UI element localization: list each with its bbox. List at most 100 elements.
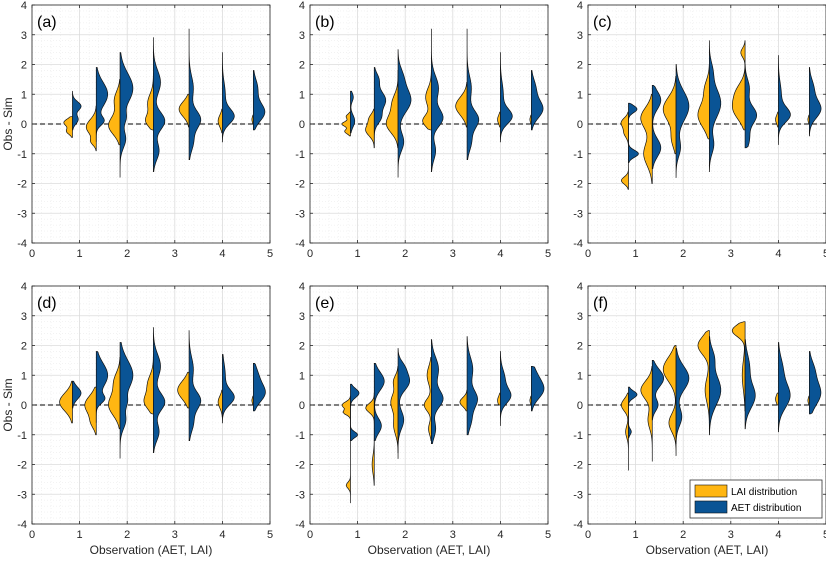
y-tick-label: 4: [21, 281, 27, 293]
violin-aet-6: [530, 70, 544, 131]
violin-lai-5: [497, 392, 501, 406]
violin-lai-5: [217, 389, 223, 418]
x-tick-label: 4: [219, 529, 225, 541]
y-tick-label: -3: [295, 208, 305, 220]
y-tick-label: -3: [17, 208, 27, 220]
y-tick-label: -1: [295, 149, 305, 161]
panel-d: 0 1 2 3 4 5 -4 -3 -2 -1 0 1 2 3 4 (d) Obs - Sim Observati…: [1, 281, 273, 557]
violin-lai-5: [775, 111, 779, 128]
x-tick-label: 4: [497, 529, 503, 541]
x-tick-label: 5: [267, 248, 273, 260]
violin-lai-5: [775, 392, 779, 406]
violin-lai-0: [63, 116, 73, 138]
violin-aet-4: [466, 336, 478, 436]
violin-aet-6: [530, 365, 545, 412]
x-tick-label: 2: [680, 529, 686, 541]
x-tick-label: 3: [172, 529, 178, 541]
violin-lai-4: [177, 371, 190, 409]
violin-lai-2: [662, 76, 677, 155]
x-tick-label: 5: [823, 248, 826, 260]
x-axis-label: Observation (AET, LAI): [646, 543, 769, 557]
y-tick-label: 3: [299, 30, 305, 42]
violin-aet-6: [808, 67, 822, 137]
violin-aet-5: [222, 52, 235, 143]
y-tick-label: -1: [17, 149, 27, 161]
x-tick-label: 2: [680, 248, 686, 260]
y-tick-label: 1: [577, 370, 583, 382]
y-tick-label: 4: [577, 0, 583, 12]
violin-lai-3: [423, 357, 432, 442]
y-tick-label: 2: [21, 60, 27, 72]
violin-lai-4: [178, 93, 190, 128]
violin-aet-2: [119, 342, 134, 459]
x-tick-label: 2: [124, 248, 130, 260]
violin-aet-4: [744, 339, 756, 430]
x-tick-label: 1: [633, 529, 639, 541]
violin-lai-5: [217, 108, 223, 134]
violin-aet-3: [709, 40, 722, 172]
panel-b: 0 1 2 3 4 5 -4 -3 -2 -1 0 1 2 3 4 (b): [295, 0, 551, 260]
violin-lai-0: [59, 380, 73, 424]
y-tick-label: 3: [21, 311, 27, 323]
violin-aet-2: [119, 52, 134, 178]
violin-aet-5: [500, 52, 513, 143]
y-tick-label: -4: [17, 238, 27, 250]
y-tick-label: -3: [573, 208, 583, 220]
violin-aet-1: [95, 351, 109, 423]
y-tick-label: 1: [577, 89, 583, 101]
x-tick-label: 3: [450, 248, 456, 260]
panel-label: (e): [315, 295, 335, 312]
violin-aet-4: [188, 330, 202, 442]
violin-aet-1: [95, 67, 109, 142]
violin-lai-2: [390, 365, 399, 459]
y-axis-label: Obs - Sim: [1, 97, 15, 150]
y-tick-label: 2: [299, 341, 305, 353]
x-tick-label: 0: [585, 248, 591, 260]
violin-lai-1: [640, 365, 653, 462]
x-tick-label: 0: [307, 248, 313, 260]
legend: LAI distribution AET distribution: [689, 479, 823, 519]
y-tick-label: 1: [21, 370, 27, 382]
violin-lai-6: [529, 114, 532, 125]
violin-lai-6: [529, 395, 532, 406]
violin-aet-2: [675, 348, 690, 445]
y-tick-label: -2: [573, 460, 583, 472]
y-tick-label: -1: [573, 149, 583, 161]
y-tick-label: -4: [573, 519, 583, 531]
y-tick-label: 0: [299, 400, 305, 412]
violin-aet-0: [628, 102, 639, 164]
panel-e: 0 1 2 3 4 5 -4 -3 -2 -1 0 1 2 3 4 (e) Observation (AET, …: [295, 281, 551, 557]
y-tick-label: -2: [295, 179, 305, 191]
y-tick-label: -2: [295, 460, 305, 472]
violin-aet-0: [72, 90, 82, 131]
x-tick-label: 2: [402, 248, 408, 260]
y-tick-label: -3: [17, 489, 27, 501]
x-tick-label: 3: [172, 248, 178, 260]
y-tick-label: -2: [17, 460, 27, 472]
violin-lai-4: [731, 321, 746, 412]
y-tick-label: -2: [17, 179, 27, 191]
y-axis-label: Obs - Sim: [1, 378, 15, 431]
x-tick-label: 3: [728, 248, 734, 260]
y-tick-label: 2: [21, 341, 27, 353]
x-tick-label: 4: [775, 529, 781, 541]
x-tick-label: 1: [633, 248, 639, 260]
x-tick-label: 2: [402, 529, 408, 541]
y-tick-label: -4: [295, 238, 305, 250]
violin-aet-3: [153, 327, 166, 453]
panel-a: 0 1 2 3 4 5 -4 -3 -2 -1 0 1 2 3 4 (a) Obs - Sim: [1, 0, 273, 260]
violin-lai-3: [697, 330, 710, 430]
violin-aet-2: [397, 348, 411, 453]
violin-aet-0: [628, 386, 638, 439]
violin-lai-1: [640, 93, 653, 184]
violin-aet-5: [500, 351, 512, 426]
legend-swatch-lai: [694, 484, 728, 498]
violin-aet-1: [651, 84, 662, 169]
violin-lai-0: [341, 111, 351, 137]
x-axis-label: Observation (AET, LAI): [368, 543, 491, 557]
violin-lai-3: [697, 64, 710, 140]
violin-aet-3: [153, 37, 166, 172]
panel-f: 0 1 2 3 4 5 -4 -3 -2 -1 0 1 2 3 4 (f) Observation (AET, …: [573, 281, 826, 557]
y-tick-label: -1: [17, 430, 27, 442]
